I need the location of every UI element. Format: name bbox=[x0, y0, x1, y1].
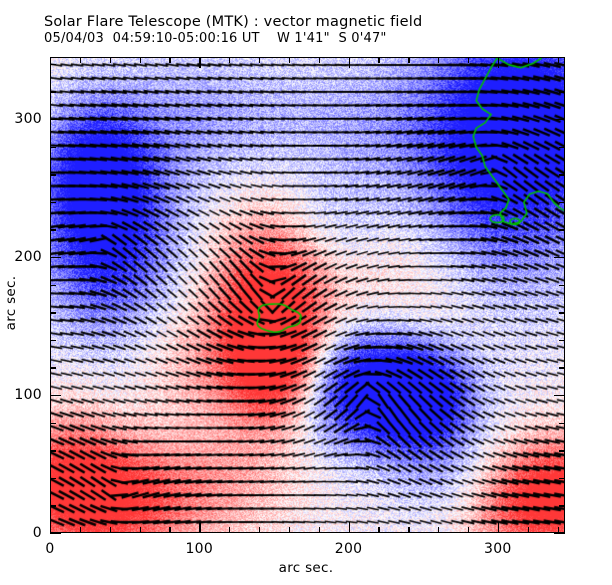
x-tick-bottom-200 bbox=[348, 522, 350, 533]
vector-magnetogram-canvas bbox=[51, 58, 564, 532]
x-tick-top-240 bbox=[408, 57, 410, 63]
y-tick-left-340 bbox=[50, 63, 56, 66]
x-tick-bottom-320 bbox=[527, 527, 529, 533]
y-tick-label-300: 300 bbox=[14, 111, 42, 128]
y-tick-right-140 bbox=[559, 339, 565, 342]
y-tick-left-20 bbox=[50, 505, 56, 507]
x-tick-top-320 bbox=[527, 57, 529, 63]
x-tick-bottom-120 bbox=[229, 527, 231, 533]
y-tick-right-280 bbox=[559, 146, 565, 148]
y-tick-label-100: 100 bbox=[14, 387, 42, 404]
x-tick-top-180 bbox=[318, 57, 320, 63]
y-tick-left-320 bbox=[50, 91, 56, 93]
y-tick-right-260 bbox=[559, 174, 565, 176]
x-tick-bottom-140 bbox=[258, 527, 261, 533]
magnetogram-plot-area bbox=[50, 57, 565, 533]
y-tick-left-140 bbox=[50, 339, 56, 342]
x-tick-top-0 bbox=[50, 57, 52, 68]
x-tick-bottom-60 bbox=[139, 527, 141, 533]
x-tick-bottom-20 bbox=[79, 527, 82, 533]
y-tick-right-240 bbox=[559, 201, 565, 204]
figure-title-block: Solar Flare Telescope (MTK) : vector mag… bbox=[44, 14, 584, 47]
x-tick-bottom-260 bbox=[438, 527, 440, 533]
y-tick-right-0 bbox=[554, 533, 565, 535]
y-tick-left-80 bbox=[50, 422, 56, 424]
x-tick-bottom-40 bbox=[109, 527, 111, 533]
x-tick-bottom-180 bbox=[318, 527, 320, 533]
x-tick-bottom-160 bbox=[288, 527, 291, 533]
x-tick-top-280 bbox=[467, 57, 470, 63]
y-tick-left-260 bbox=[50, 174, 56, 176]
y-tick-right-80 bbox=[559, 422, 565, 424]
x-tick-top-200 bbox=[348, 57, 350, 68]
y-tick-right-340 bbox=[559, 63, 565, 66]
y-tick-right-100 bbox=[554, 395, 565, 397]
x-axis-title: arc sec. bbox=[278, 560, 334, 576]
y-axis-title: arc sec. bbox=[3, 275, 19, 331]
y-tick-left-300 bbox=[50, 119, 61, 121]
y-tick-label-200: 200 bbox=[14, 249, 42, 266]
y-tick-right-200 bbox=[554, 257, 565, 259]
y-tick-left-40 bbox=[50, 477, 56, 480]
y-tick-left-60 bbox=[50, 450, 56, 452]
x-tick-top-80 bbox=[169, 57, 171, 63]
x-tick-top-260 bbox=[438, 57, 440, 63]
y-tick-left-100 bbox=[50, 395, 61, 397]
x-tick-bottom-220 bbox=[378, 527, 380, 533]
x-tick-top-20 bbox=[79, 57, 82, 63]
x-tick-bottom-300 bbox=[497, 522, 500, 533]
y-tick-left-120 bbox=[50, 367, 56, 369]
y-tick-left-200 bbox=[50, 257, 61, 259]
y-tick-right-60 bbox=[559, 450, 565, 452]
x-tick-top-60 bbox=[139, 57, 141, 63]
y-tick-left-280 bbox=[50, 146, 56, 148]
y-tick-right-40 bbox=[559, 477, 565, 480]
y-tick-left-160 bbox=[50, 312, 56, 314]
y-tick-right-220 bbox=[559, 229, 565, 231]
x-tick-bottom-80 bbox=[169, 527, 171, 533]
y-tick-left-220 bbox=[50, 229, 56, 231]
y-tick-right-20 bbox=[559, 505, 565, 507]
y-tick-left-0 bbox=[50, 533, 61, 535]
x-tick-label-100: 100 bbox=[185, 541, 214, 557]
x-tick-bottom-340 bbox=[557, 527, 559, 533]
x-tick-top-340 bbox=[557, 57, 559, 63]
x-tick-top-220 bbox=[378, 57, 380, 63]
x-tick-label-0: 0 bbox=[45, 541, 55, 557]
y-tick-left-240 bbox=[50, 201, 56, 204]
y-tick-label-0: 0 bbox=[32, 525, 42, 541]
y-tick-right-120 bbox=[559, 367, 565, 369]
x-tick-top-300 bbox=[497, 57, 500, 68]
x-tick-label-200: 200 bbox=[334, 541, 363, 557]
x-tick-bottom-240 bbox=[408, 527, 410, 533]
x-tick-top-120 bbox=[229, 57, 231, 63]
y-tick-right-160 bbox=[559, 312, 565, 314]
x-tick-bottom-280 bbox=[467, 527, 470, 533]
y-tick-right-320 bbox=[559, 91, 565, 93]
x-tick-top-100 bbox=[199, 57, 201, 68]
x-tick-label-300: 300 bbox=[484, 541, 512, 557]
page-title: Solar Flare Telescope (MTK) : vector mag… bbox=[44, 14, 423, 30]
y-tick-right-180 bbox=[559, 284, 565, 286]
x-tick-top-140 bbox=[258, 57, 261, 63]
x-tick-top-160 bbox=[288, 57, 291, 63]
y-tick-right-300 bbox=[554, 119, 565, 121]
x-tick-bottom-100 bbox=[199, 522, 201, 533]
y-tick-left-180 bbox=[50, 284, 56, 286]
figure-subtitle: 05/04/03 04:59:10-05:00:16 UT W 1'41" S … bbox=[44, 31, 387, 46]
x-tick-bottom-0 bbox=[50, 522, 52, 533]
x-tick-top-40 bbox=[109, 57, 111, 63]
